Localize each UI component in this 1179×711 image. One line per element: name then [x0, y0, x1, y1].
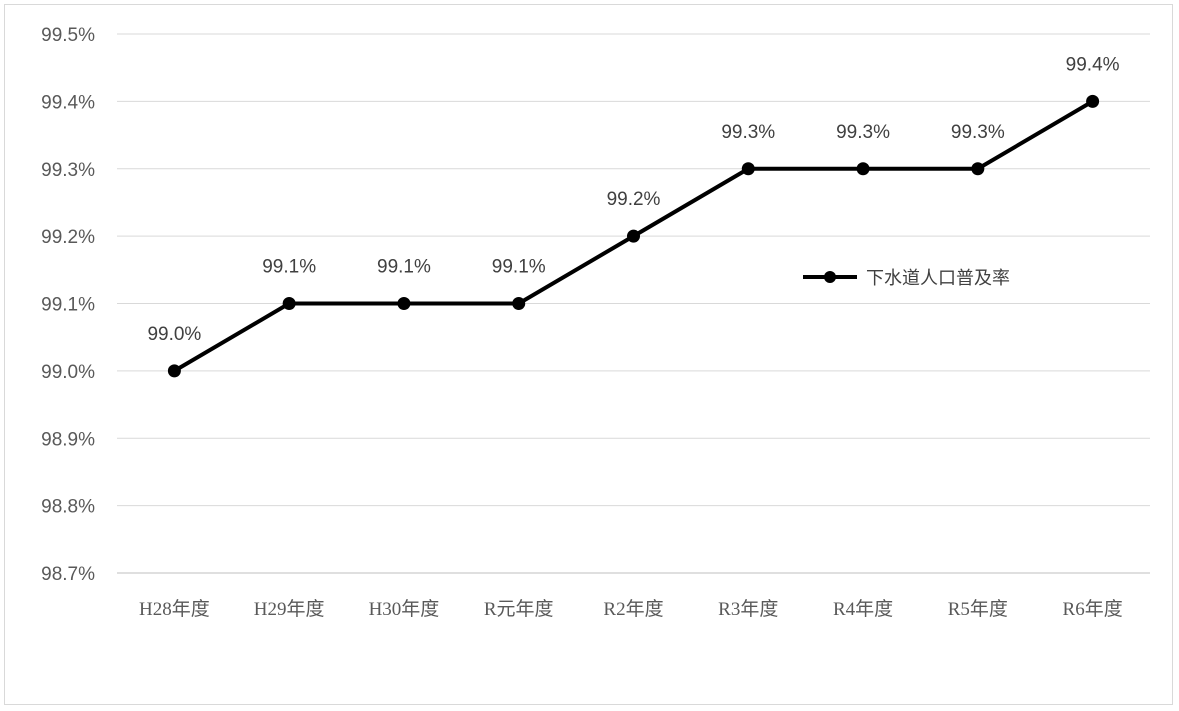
series-line-group — [167, 94, 1100, 378]
x-tick-label: R5年度 — [948, 598, 1008, 620]
data-label: 99.0% — [147, 324, 201, 345]
legend: 下水道人口普及率 — [803, 268, 1010, 289]
x-tick-label: H29年度 — [254, 598, 325, 620]
legend-point-marker — [824, 271, 836, 283]
data-point — [512, 297, 526, 310]
x-tick-label: H30年度 — [369, 598, 440, 620]
data-label: 99.4% — [1066, 54, 1120, 75]
data-point — [856, 162, 870, 176]
data-point — [282, 297, 296, 310]
data-label: 99.1% — [377, 257, 431, 278]
data-label: 99.3% — [951, 122, 1005, 143]
data-labels: 99.0% 99.1% 99.1% 99.1% 99.2% 99.3% 99.3% 99.3%… — [147, 54, 1119, 345]
data-label: 99.3% — [721, 122, 775, 143]
x-tick-label: R2年度 — [603, 598, 663, 620]
x-axis-category-labels: H28年度 H29年度 H30年度 R元年度 R2年度 R3年度 R4年度 R5年度 R6年度 — [139, 598, 1123, 620]
data-label: 99.1% — [262, 257, 316, 278]
data-point — [971, 162, 985, 176]
x-tick-label: R4年度 — [833, 598, 893, 620]
y-tick-label: 99.5% — [41, 25, 95, 46]
y-tick-label: 99.1% — [41, 295, 95, 316]
y-tick-label: 98.8% — [41, 497, 95, 518]
y-tick-label: 98.9% — [41, 429, 95, 450]
data-point — [1086, 94, 1100, 108]
x-tick-label: R元年度 — [484, 598, 554, 620]
y-tick-label: 99.4% — [41, 92, 95, 113]
data-point — [741, 162, 755, 176]
x-tick-label: R6年度 — [1063, 598, 1123, 620]
x-tick-label: R3年度 — [718, 598, 778, 620]
data-label: 99.2% — [607, 189, 661, 210]
y-tick-label: 99.3% — [41, 160, 95, 181]
gridlines — [117, 33, 1150, 574]
x-tick-label: H28年度 — [139, 598, 210, 620]
data-label: 99.1% — [492, 257, 546, 278]
y-tick-label: 99.0% — [41, 362, 95, 383]
legend-label: 下水道人口普及率 — [866, 268, 1010, 289]
data-point — [167, 364, 181, 378]
data-label: 99.3% — [836, 122, 890, 143]
data-point — [627, 229, 640, 243]
data-point — [397, 297, 411, 310]
y-tick-label: 98.7% — [41, 564, 95, 585]
y-axis-tick-labels: 98.7% 98.8% 98.9% 99.0% 99.1% 99.2% 99.3% 99.4%… — [41, 25, 95, 585]
y-tick-label: 99.2% — [41, 227, 95, 248]
